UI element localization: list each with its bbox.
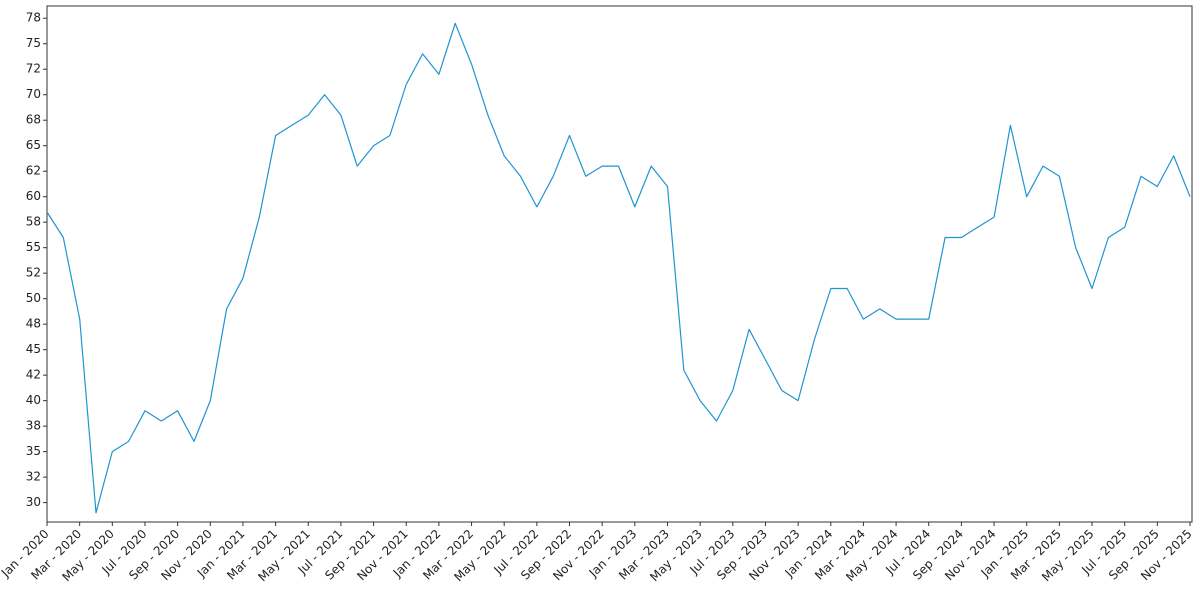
- y-tick-label: 32: [26, 470, 41, 484]
- y-tick-label: 50: [26, 291, 41, 305]
- y-tick-label: 40: [26, 393, 41, 407]
- y-tick-label: 42: [26, 368, 41, 382]
- y-tick-label: 58: [26, 215, 41, 229]
- y-tick-label: 45: [26, 342, 41, 356]
- y-tick-label: 78: [26, 11, 41, 25]
- y-tick-label: 30: [26, 495, 41, 509]
- y-tick-label: 70: [26, 87, 41, 101]
- y-tick-label: 48: [26, 317, 41, 331]
- y-tick-label: 60: [26, 189, 41, 203]
- y-tick-label: 52: [26, 266, 41, 280]
- y-tick-label: 35: [26, 444, 41, 458]
- plot-frame: [46, 5, 1193, 523]
- data-line: [46, 22, 1191, 514]
- y-tick-label: 55: [26, 240, 41, 254]
- y-tick-label: 65: [26, 138, 41, 152]
- y-tick-label: 68: [26, 113, 41, 127]
- y-tick-label: 62: [26, 164, 41, 178]
- y-tick-label: 72: [26, 62, 41, 76]
- y-tick-label: 38: [26, 419, 41, 433]
- y-tick-label: 75: [26, 36, 41, 50]
